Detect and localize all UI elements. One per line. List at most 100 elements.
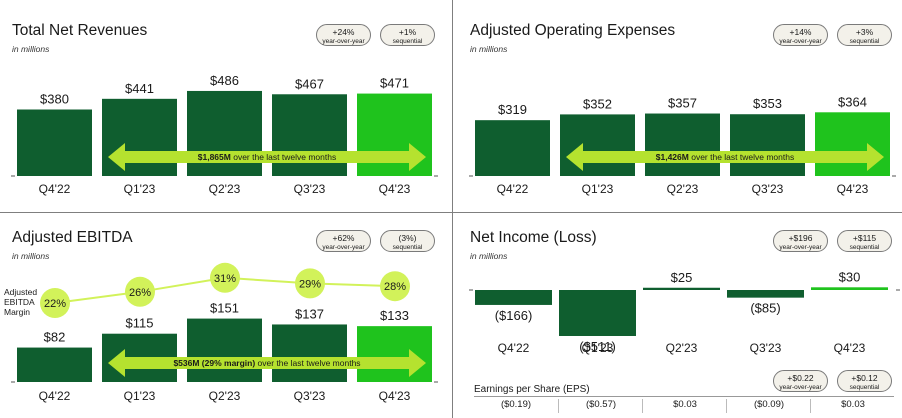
bar xyxy=(643,287,720,290)
net-income-seq-badge: +$115 sequential xyxy=(837,230,892,252)
bar xyxy=(645,113,720,176)
margin-point xyxy=(295,268,325,299)
eps-cell: ($0.09) xyxy=(726,399,811,413)
category-label: Q2'23 xyxy=(209,389,241,403)
badge-value: (3%) xyxy=(398,233,417,243)
bar xyxy=(811,287,888,290)
badge-label: sequential xyxy=(392,38,423,45)
margin-label: 31% xyxy=(214,273,236,285)
opex-title: Adjusted Operating Expenses xyxy=(470,22,676,39)
ebitda-yoy-badge: +62% year-over-year xyxy=(316,230,371,252)
ttm-rest: over the last twelve months xyxy=(689,152,794,162)
net-income-title: Net Income (Loss) xyxy=(470,229,597,246)
badge-label: year-over-year xyxy=(779,384,822,391)
bar xyxy=(560,114,635,176)
eps-row: ($0.19) ($0.57) $0.03 ($0.09) $0.03 xyxy=(474,396,894,413)
bar-value-label: ($166) xyxy=(495,308,533,323)
eps-seq-badge: +$0.12 sequential xyxy=(837,370,892,392)
category-label: Q2'23 xyxy=(209,182,241,196)
margin-point xyxy=(40,288,70,318)
category-label: Q4'23 xyxy=(379,389,411,403)
bar xyxy=(272,324,347,382)
eps-cell: ($0.57) xyxy=(558,399,643,413)
margin-label: 28% xyxy=(384,281,406,293)
category-label: Q1'23 xyxy=(582,182,614,196)
opex-seq-badge: +3% sequential xyxy=(837,24,892,46)
category-label: Q1'23 xyxy=(124,389,156,403)
category-label: Q1'23 xyxy=(124,182,156,196)
badge-label: year-over-year xyxy=(779,38,822,45)
badge-value: +24% xyxy=(332,27,355,37)
bar-value-label: ($511) xyxy=(579,339,616,354)
category-label: Q1'23 xyxy=(582,341,614,355)
net-income-yoy-badge: +$196 year-over-year xyxy=(773,230,828,252)
margin-point xyxy=(210,262,240,293)
badge-label: sequential xyxy=(849,38,880,45)
ttm-text: $1,865M over the last twelve months xyxy=(198,152,336,162)
badge-value: +3% xyxy=(855,27,874,37)
badge-label: year-over-year xyxy=(322,244,365,251)
category-label: Q3'23 xyxy=(752,182,784,196)
ttm-text: $536M (29% margin) over the last twelve … xyxy=(173,358,360,368)
badge-label: year-over-year xyxy=(779,244,822,251)
net-income-unit: in millions xyxy=(470,251,508,261)
badge-value: +62% xyxy=(332,233,355,243)
category-label: Q4'22 xyxy=(497,182,529,196)
ttm-arrow xyxy=(566,143,884,171)
revenues-seq-badge: +1% sequential xyxy=(380,24,435,46)
category-label: Q3'23 xyxy=(750,341,782,355)
eps-yoy-badge: +$0.22 year-over-year xyxy=(773,370,828,392)
eps-cell: ($0.19) xyxy=(500,399,532,410)
bar-value-label: $353 xyxy=(753,96,782,111)
margin-label-line: Margin xyxy=(4,307,30,317)
bar xyxy=(815,112,890,176)
category-label: Q4'23 xyxy=(837,182,869,196)
badge-value: +$115 xyxy=(852,233,877,243)
category-label: Q4'22 xyxy=(39,389,71,403)
ttm-bold: $1,865M xyxy=(198,152,231,162)
ttm-text: $1,426M over the last twelve months xyxy=(656,152,794,162)
bar-value-label: $441 xyxy=(125,81,154,96)
bar-value-label: $82 xyxy=(44,330,66,345)
badge-value: +$196 xyxy=(788,233,813,243)
category-label: Q4'22 xyxy=(498,341,530,355)
badge-label: sequential xyxy=(849,384,880,391)
category-label: Q3'23 xyxy=(294,389,326,403)
ebitda-title: Adjusted EBITDA xyxy=(12,229,133,246)
ttm-arrow xyxy=(108,143,426,171)
revenues-yoy-badge: +24% year-over-year xyxy=(316,24,371,46)
revenues-title: Total Net Revenues xyxy=(12,22,148,39)
margin-label: 22% xyxy=(44,298,66,310)
bar xyxy=(17,109,92,176)
bar xyxy=(357,326,432,382)
badge-label: sequential xyxy=(849,244,880,251)
bar-value-label: $133 xyxy=(380,308,409,323)
badge-value: +$0.22 xyxy=(787,373,814,383)
ebitda-seq-badge: (3%) sequential xyxy=(380,230,435,252)
eps-cell: $0.03 xyxy=(810,399,895,413)
bar xyxy=(187,318,262,382)
margin-point xyxy=(125,276,155,307)
badge-label: year-over-year xyxy=(322,38,365,45)
opex-yoy-badge: +14% year-over-year xyxy=(773,24,828,46)
bar xyxy=(727,290,804,298)
ebitda-unit: in millions xyxy=(12,251,50,261)
bar xyxy=(187,90,262,176)
margin-label-line: Adjusted xyxy=(4,287,38,297)
horizontal-divider xyxy=(0,212,902,213)
bar-value-label: $380 xyxy=(40,92,69,107)
bar xyxy=(102,98,177,176)
bar xyxy=(272,94,347,176)
bar xyxy=(475,120,550,176)
bar xyxy=(475,290,552,305)
category-label: Q2'23 xyxy=(666,341,698,355)
opex-unit: in millions xyxy=(470,44,508,54)
bar-value-label: $137 xyxy=(295,306,324,321)
category-label: Q2'23 xyxy=(667,182,699,196)
category-label: Q4'23 xyxy=(834,341,866,355)
badge-value: +14% xyxy=(789,27,812,37)
bar-value-label: $352 xyxy=(583,96,612,111)
bar-value-label: $25 xyxy=(671,270,693,285)
eps-cell: $0.03 xyxy=(642,399,727,413)
category-label: Q4'23 xyxy=(379,182,411,196)
